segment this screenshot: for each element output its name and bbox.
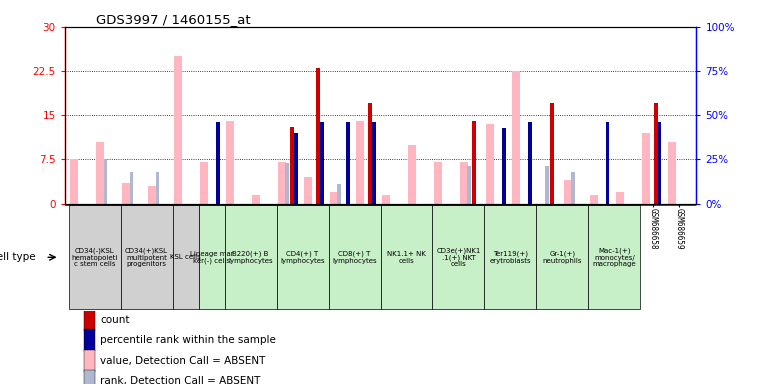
Text: Gr-1(+)
neutrophils: Gr-1(+) neutrophils — [543, 251, 582, 264]
Text: CD34(-)KSL
hematopoieti
c stem cells: CD34(-)KSL hematopoieti c stem cells — [72, 248, 118, 267]
Text: Mac-1(+)
monocytes/
macrophage: Mac-1(+) monocytes/ macrophage — [593, 248, 636, 267]
Bar — [295, 133, 298, 204]
Bar — [316, 68, 320, 204]
Bar — [279, 162, 286, 204]
Text: NK1.1+ NK
cells: NK1.1+ NK cells — [387, 251, 426, 263]
Bar — [216, 122, 220, 204]
Bar — [668, 142, 676, 204]
Bar — [616, 192, 624, 204]
Bar — [432, 205, 485, 309]
Bar — [199, 205, 224, 309]
Bar — [129, 172, 133, 204]
Bar — [120, 205, 173, 309]
Bar — [174, 56, 182, 204]
Bar — [572, 172, 575, 204]
Bar — [123, 183, 130, 204]
Bar — [485, 205, 537, 309]
Bar — [467, 166, 471, 204]
Bar — [435, 162, 442, 204]
Bar — [337, 184, 342, 204]
Text: KSL cells: KSL cells — [170, 254, 201, 260]
Bar — [304, 177, 312, 204]
Text: count: count — [100, 315, 129, 325]
Text: Lineage mar
ker(-) cells: Lineage mar ker(-) cells — [189, 251, 234, 264]
Bar — [84, 350, 95, 372]
Text: CD8(+) T
lymphocytes: CD8(+) T lymphocytes — [333, 251, 377, 264]
Bar — [658, 122, 661, 204]
Text: GDS3997 / 1460155_at: GDS3997 / 1460155_at — [96, 13, 251, 26]
Text: CD4(+) T
lymphocytes: CD4(+) T lymphocytes — [280, 251, 325, 264]
Bar — [84, 370, 95, 384]
Bar — [173, 205, 199, 309]
Text: rank, Detection Call = ABSENT: rank, Detection Call = ABSENT — [100, 376, 260, 384]
Bar — [84, 329, 95, 351]
Bar — [486, 124, 494, 204]
Bar — [512, 71, 520, 204]
Bar — [372, 122, 376, 204]
Text: CD3e(+)NK1
.1(+) NKT
cells: CD3e(+)NK1 .1(+) NKT cells — [436, 247, 481, 267]
Text: CD34(+)KSL
multipotent
progenitors: CD34(+)KSL multipotent progenitors — [125, 248, 168, 267]
Bar — [103, 159, 107, 204]
Bar — [253, 195, 260, 204]
Bar — [84, 309, 95, 331]
Bar — [537, 205, 588, 309]
Bar — [591, 195, 598, 204]
Bar — [320, 122, 323, 204]
Text: Ter119(+)
erytroblasts: Ter119(+) erytroblasts — [489, 251, 531, 264]
Bar — [155, 172, 160, 204]
Bar — [654, 103, 658, 204]
Bar — [285, 163, 289, 204]
Bar — [564, 180, 572, 204]
Bar — [276, 205, 329, 309]
Bar — [330, 192, 338, 204]
Bar — [97, 142, 104, 204]
Bar — [356, 121, 364, 204]
Bar — [226, 121, 234, 204]
Bar — [200, 162, 209, 204]
Bar — [368, 103, 372, 204]
Bar — [472, 121, 476, 204]
Bar — [409, 145, 416, 204]
Bar — [148, 186, 156, 204]
Text: cell type: cell type — [0, 252, 36, 262]
Bar — [290, 127, 295, 204]
Bar — [224, 205, 276, 309]
Bar — [549, 103, 555, 204]
Bar — [607, 122, 610, 204]
Bar — [382, 195, 390, 204]
Bar — [528, 122, 531, 204]
Bar — [546, 166, 549, 204]
Bar — [71, 159, 78, 204]
Text: value, Detection Call = ABSENT: value, Detection Call = ABSENT — [100, 356, 266, 366]
Bar — [346, 122, 349, 204]
Bar — [68, 205, 120, 309]
Bar — [329, 205, 380, 309]
Bar — [588, 205, 641, 309]
Bar — [460, 162, 468, 204]
Bar — [642, 133, 650, 204]
Bar — [380, 205, 432, 309]
Bar — [502, 127, 505, 204]
Text: B220(+) B
lymphocytes: B220(+) B lymphocytes — [228, 251, 273, 264]
Text: percentile rank within the sample: percentile rank within the sample — [100, 335, 276, 345]
